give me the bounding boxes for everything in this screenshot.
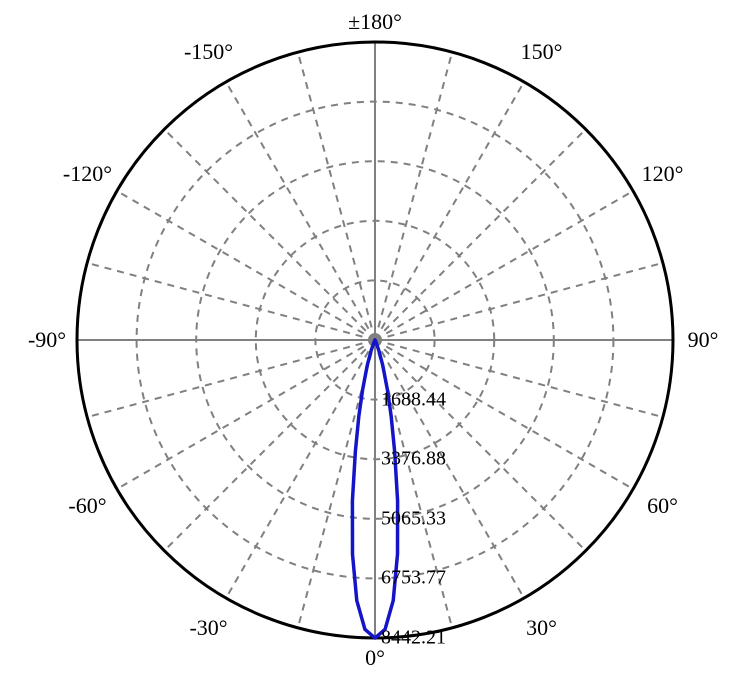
angle-label: 30°	[526, 615, 557, 641]
angle-label: -150°	[184, 39, 233, 65]
radial-tick-label: 5065.33	[381, 507, 446, 530]
angle-label: 150°	[521, 39, 563, 65]
angle-label: -90°	[28, 327, 66, 353]
angle-label: -60°	[68, 493, 106, 519]
polar-svg	[0, 0, 751, 680]
polar-chart: 0°30°60°90°120°150°±180°-150°-120°-90°-6…	[0, 0, 751, 680]
angle-label: 60°	[647, 493, 678, 519]
angle-label: -30°	[189, 615, 227, 641]
radial-tick-label: 6753.77	[381, 567, 446, 590]
radial-tick-label: 3376.88	[381, 448, 446, 471]
angle-label: ±180°	[348, 9, 402, 35]
angle-label: -120°	[63, 161, 112, 187]
radial-tick-label: 1688.44	[381, 388, 446, 411]
angle-label: 120°	[642, 161, 684, 187]
radial-tick-label: 8442.21	[381, 627, 446, 650]
angle-label: 90°	[688, 327, 719, 353]
